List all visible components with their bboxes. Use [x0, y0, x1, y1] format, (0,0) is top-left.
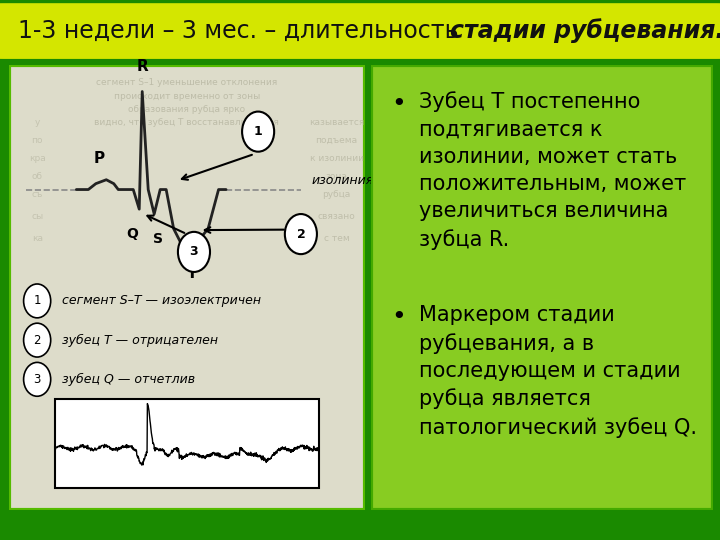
- Text: происходит временно от зоны: происходит временно от зоны: [114, 91, 260, 100]
- Text: стадии рубцевания.: стадии рубцевания.: [450, 19, 720, 43]
- Text: с тем: с тем: [324, 234, 349, 243]
- Circle shape: [24, 284, 50, 318]
- Text: у: у: [35, 118, 40, 127]
- Text: S: S: [153, 232, 163, 246]
- FancyBboxPatch shape: [371, 65, 713, 510]
- Text: зона: зона: [325, 172, 348, 181]
- Text: казывается: казывается: [309, 118, 364, 127]
- Text: 2: 2: [33, 334, 41, 347]
- Text: 3: 3: [33, 373, 41, 386]
- Circle shape: [24, 323, 50, 357]
- Text: 1-3 недели – 3 мес. – длительность: 1-3 недели – 3 мес. – длительность: [18, 19, 466, 43]
- Text: подъема: подъема: [315, 136, 358, 145]
- Text: рубца: рубца: [323, 190, 351, 199]
- Text: видно, что зубец T восстанавливается: видно, что зубец T восстанавливается: [94, 118, 279, 127]
- Text: 3: 3: [189, 245, 198, 259]
- Text: об: об: [32, 172, 42, 181]
- Text: изолиния: изолиния: [312, 174, 374, 187]
- Text: •: •: [392, 306, 406, 329]
- Text: ка: ка: [32, 234, 42, 243]
- Text: Зубец Т постепенно
подтягивается к
изолинии, может стать
положительным, может
ув: Зубец Т постепенно подтягивается к изоли…: [419, 91, 686, 249]
- FancyBboxPatch shape: [55, 399, 319, 488]
- Text: R: R: [136, 59, 148, 74]
- Text: к изолинии: к изолинии: [310, 154, 364, 163]
- Text: сегмент S–T — изоэлектричен: сегмент S–T — изоэлектричен: [62, 294, 261, 307]
- Text: зубец Q — отчетлив: зубец Q — отчетлив: [62, 373, 195, 386]
- Text: 1: 1: [33, 294, 41, 307]
- FancyBboxPatch shape: [0, 3, 720, 59]
- Text: Маркером стадии
рубцевания, а в
последующем и стадии
рубца является
патологическ: Маркером стадии рубцевания, а в последую…: [419, 306, 697, 438]
- Circle shape: [178, 232, 210, 272]
- Circle shape: [285, 214, 317, 254]
- Text: сегмент S–1 уменьшение отклонения: сегмент S–1 уменьшение отклонения: [96, 78, 277, 87]
- Text: •: •: [392, 91, 406, 116]
- Text: связано: связано: [318, 212, 356, 221]
- Text: T: T: [187, 266, 198, 281]
- Text: P: P: [94, 151, 105, 166]
- Text: съ: съ: [32, 190, 42, 199]
- Text: по: по: [32, 136, 43, 145]
- Text: образования рубца ярко: образования рубца ярко: [128, 105, 246, 114]
- Circle shape: [242, 112, 274, 152]
- Text: зубец T — отрицателен: зубец T — отрицателен: [62, 334, 218, 347]
- Text: сы: сы: [31, 212, 43, 221]
- Circle shape: [24, 362, 50, 396]
- Text: кра: кра: [29, 154, 45, 163]
- FancyBboxPatch shape: [9, 65, 365, 510]
- Text: Q: Q: [126, 227, 138, 241]
- Text: 1: 1: [253, 125, 263, 138]
- Text: 2: 2: [297, 227, 305, 241]
